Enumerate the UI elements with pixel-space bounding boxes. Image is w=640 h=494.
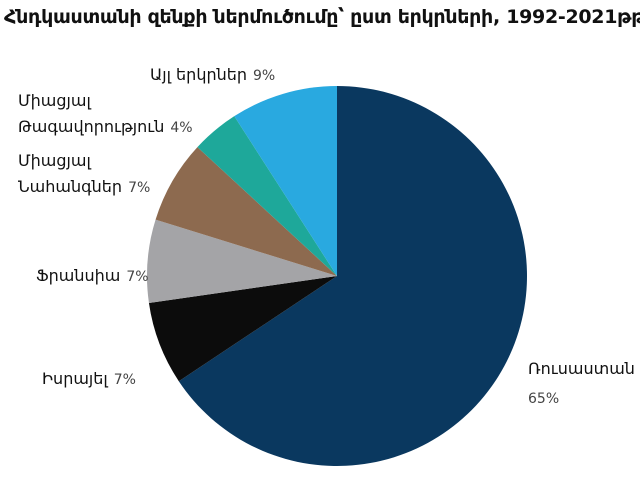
category-name: Ֆրանսիա <box>36 266 121 285</box>
slice-label: Ֆրանսիա 7% <box>36 263 176 290</box>
pie-slice <box>147 219 337 304</box>
category-name: Ռուսաստան <box>528 359 635 378</box>
slice-label: Միացյալ Նահանգներ 7% <box>18 148 158 201</box>
value-label: 7% <box>126 269 149 285</box>
category-name: Միացյալ Թագավորություն <box>18 91 165 136</box>
pie-slice <box>148 276 337 382</box>
slice-label: Միացյալ Թագավորություն 4% <box>18 88 193 141</box>
slice-label: Ռուսաստան 65% <box>528 356 638 412</box>
category-name: Միացյալ Նահանգներ <box>18 151 123 196</box>
value-label: 7% <box>128 180 151 196</box>
pie-slice <box>155 147 337 276</box>
value-label: 65% <box>528 391 560 407</box>
slice-label: Իսրայել 7% <box>42 366 182 393</box>
category-name: Իսրայել <box>42 369 108 388</box>
pie-slice <box>178 86 528 466</box>
value-label: 7% <box>113 372 136 388</box>
slice-label: Այլ երկրներ 9% <box>150 62 350 89</box>
pie-slice <box>197 116 337 276</box>
pie-slice <box>234 86 337 276</box>
value-label: 4% <box>170 120 193 136</box>
value-label: 9% <box>253 68 276 84</box>
chart-title: Հնդկաստանի զենքի ներմուծումը՝ ըստ երկրնե… <box>4 6 640 28</box>
category-name: Այլ երկրներ <box>150 65 248 84</box>
